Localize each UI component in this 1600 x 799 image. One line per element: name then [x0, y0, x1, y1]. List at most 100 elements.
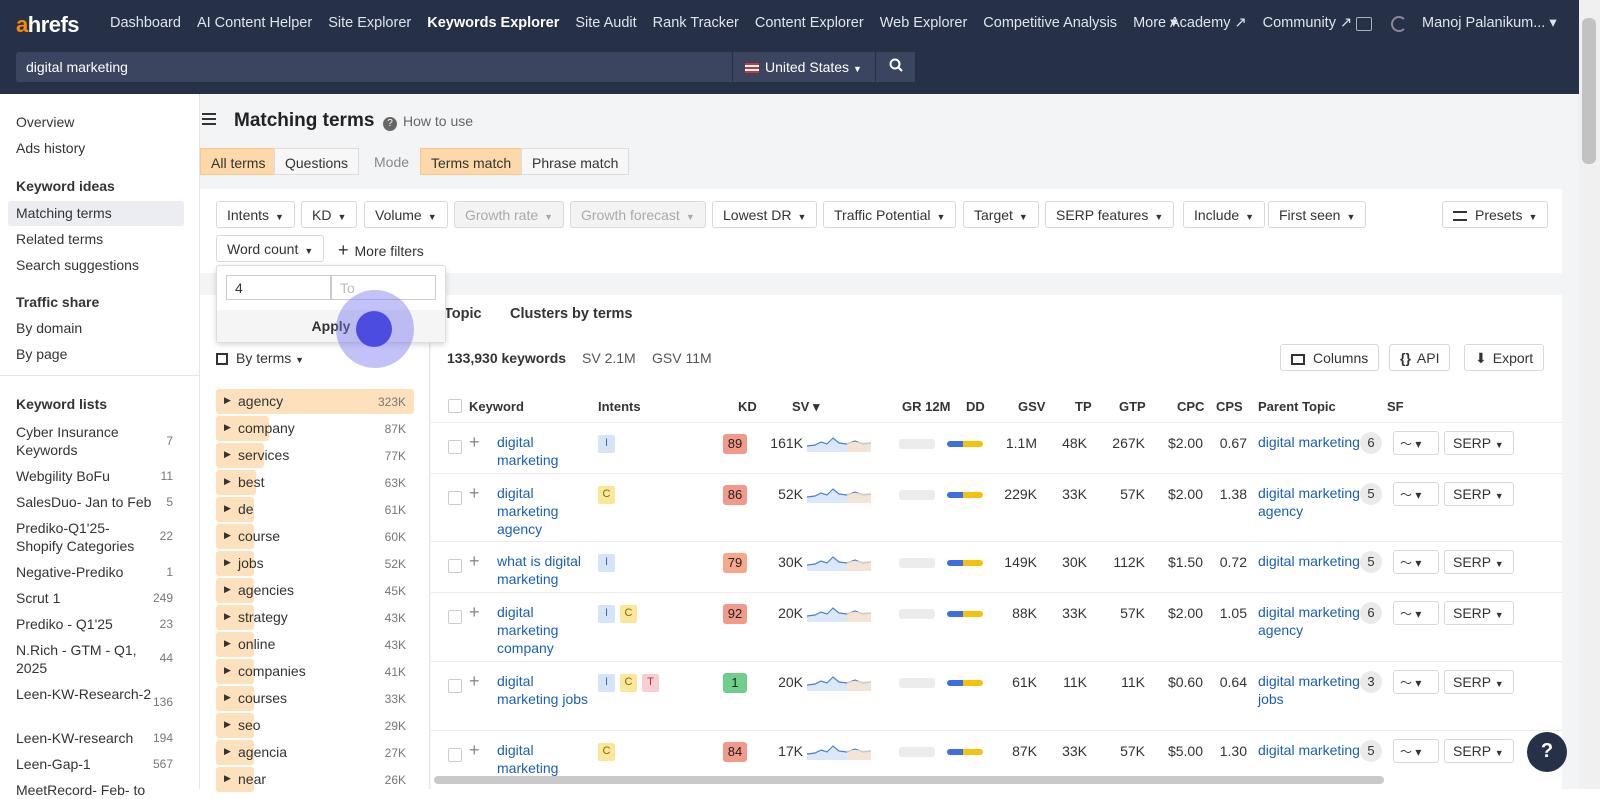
term-item[interactable]: ▶ online 43K — [216, 632, 414, 657]
more-filters-button[interactable]: + More filters — [338, 240, 424, 260]
table-row[interactable]: + digital marketing jobs I C T 1 20K 61K 11K 11K $… — [431, 661, 1562, 730]
search-button[interactable] — [875, 52, 915, 82]
keyword-list-item[interactable]: Webgility BoFu — [16, 468, 110, 484]
expand-triangle-icon[interactable]: ▶ — [224, 638, 231, 648]
help-chat-button[interactable]: ? — [1527, 732, 1567, 772]
col-sv[interactable]: SV ▾ — [792, 399, 820, 414]
keyword-list-item[interactable]: N.Rich - GTM - Q1, 2025 — [16, 642, 137, 676]
serp-features-count[interactable]: 5 — [1360, 551, 1382, 573]
keyword-list-item[interactable]: Scrut 1 — [16, 590, 61, 606]
expand-triangle-icon[interactable]: ▶ — [224, 611, 231, 621]
parent-topic-link[interactable]: digital marketing — [1258, 553, 1360, 569]
term-item[interactable]: ▶ agencia 27K — [216, 740, 414, 765]
col-cpc[interactable]: CPC — [1177, 399, 1205, 414]
keyword-list-item[interactable]: MeetRecord- Feb- to — [16, 782, 146, 798]
table-row[interactable]: + what is digital marketing I 79 30K 149K 30K 1… — [431, 541, 1562, 592]
keyword-link[interactable]: digital marketing — [497, 434, 559, 468]
expand-triangle-icon[interactable]: ▶ — [224, 773, 231, 783]
serp-button[interactable]: SERP ▼ — [1444, 431, 1514, 455]
expand-triangle-icon[interactable]: ▶ — [224, 476, 231, 486]
term-item[interactable]: ▶ services 77K — [216, 443, 414, 468]
add-to-list-icon[interactable]: + — [469, 602, 480, 622]
keyword-link[interactable]: digital marketing company — [497, 604, 559, 656]
row-checkbox[interactable] — [448, 491, 462, 505]
keyword-list-item[interactable]: Leen-KW-research — [16, 730, 134, 746]
sidebar-item-by-domain[interactable]: By domain — [16, 320, 83, 336]
col-gr12m[interactable]: GR 12M — [902, 399, 951, 414]
keyword-list-item[interactable]: Negative-Prediko — [16, 564, 124, 580]
add-to-list-icon[interactable]: + — [469, 671, 480, 691]
col-tp[interactable]: TP — [1075, 399, 1092, 414]
tab-parent-topic[interactable]: Topic — [444, 306, 482, 322]
sidebar-item-overview[interactable]: Overview — [16, 114, 75, 130]
table-row[interactable]: + digital marketing C 84 17K 87K 33K 57K $5.00 1.… — [431, 730, 1562, 790]
col-cps[interactable]: CPS — [1216, 399, 1243, 414]
keyword-link[interactable]: digital marketing jobs — [497, 673, 589, 707]
sidebar-item-search-suggestions[interactable]: Search suggestions — [16, 257, 139, 273]
serp-features-count[interactable]: 5 — [1360, 483, 1382, 505]
keyword-list-item[interactable]: Prediko-Q1'25-Shopify Categories — [16, 520, 135, 554]
expand-triangle-icon[interactable]: ▶ — [224, 503, 231, 513]
term-item[interactable]: ▶ best 63K — [216, 470, 414, 495]
vertical-scrollbar-track[interactable] — [1579, 0, 1600, 789]
serp-button[interactable]: SERP ▼ — [1444, 739, 1514, 763]
nav-content-explorer[interactable]: Content Explorer — [754, 15, 864, 31]
col-keyword[interactable]: Keyword — [469, 399, 524, 414]
col-sf[interactable]: SF — [1387, 399, 1404, 414]
keyword-list-item[interactable]: Leen-KW-Research-2 — [16, 686, 152, 702]
expand-triangle-icon[interactable]: ▶ — [224, 395, 231, 405]
table-row[interactable]: + digital marketing agency C 86 52K 229K 33K 57… — [431, 473, 1562, 541]
serp-features-count[interactable]: 3 — [1360, 671, 1382, 693]
filter-volume[interactable]: Volume ▼ — [364, 201, 448, 228]
keyword-search-input[interactable]: digital marketing — [16, 52, 732, 82]
nav-ai-content-helper[interactable]: AI Content Helper — [196, 15, 313, 31]
term-item[interactable]: ▶ course 60K — [216, 524, 414, 549]
select-all-checkbox[interactable] — [448, 399, 462, 413]
filter-first-seen[interactable]: First seen ▼ — [1268, 201, 1367, 228]
col-kd[interactable]: KD — [738, 399, 757, 414]
filter-include[interactable]: Include ▼ — [1183, 201, 1266, 228]
col-parent-topic[interactable]: Parent Topic — [1258, 399, 1336, 414]
row-checkbox[interactable] — [448, 679, 462, 693]
expand-triangle-icon[interactable]: ▶ — [224, 530, 231, 540]
expand-triangle-icon[interactable]: ▶ — [224, 422, 231, 432]
expand-triangle-icon[interactable]: ▶ — [224, 746, 231, 756]
book-icon[interactable] — [1356, 17, 1372, 31]
parent-topic-link[interactable]: digital marketing agency — [1258, 604, 1360, 638]
parent-topic-link[interactable]: digital marketing jobs — [1258, 673, 1360, 707]
term-item[interactable]: ▶ de 61K — [216, 497, 414, 522]
term-item[interactable]: ▶ seo 29K — [216, 713, 414, 738]
term-item[interactable]: ▶ near 26K — [216, 767, 414, 792]
row-checkbox[interactable] — [448, 559, 462, 573]
nav-site-explorer[interactable]: Site Explorer — [328, 15, 412, 31]
term-item[interactable]: ▶ agency 323K — [216, 389, 414, 414]
keyword-list-item[interactable]: Prediko - Q1'25 — [16, 616, 113, 632]
add-to-list-icon[interactable]: + — [469, 740, 480, 760]
keyword-list-item[interactable]: Cyber Insurance Keywords — [16, 424, 119, 458]
add-to-list-icon[interactable]: + — [469, 551, 480, 571]
nav-site-audit[interactable]: Site Audit — [575, 15, 637, 31]
serp-button[interactable]: SERP ▼ — [1444, 550, 1514, 574]
apply-button[interactable]: Apply — [217, 310, 445, 342]
term-item[interactable]: ▶ agencies 45K — [216, 578, 414, 603]
filter-traffic-potential[interactable]: Traffic Potential ▼ — [823, 201, 957, 228]
country-select[interactable]: United States ▼ — [732, 52, 875, 82]
filter-serp-features[interactable]: SERP features ▼ — [1045, 201, 1175, 228]
vertical-scrollbar-thumb[interactable] — [1582, 18, 1596, 164]
tab-clusters-by-terms[interactable]: Clusters by terms — [510, 306, 633, 322]
add-to-list-icon[interactable]: + — [469, 483, 480, 503]
term-item[interactable]: ▶ companies 41K — [216, 659, 414, 684]
row-checkbox[interactable] — [448, 748, 462, 762]
table-row[interactable]: + digital marketing company I C 92 20K 88K 33K 5… — [431, 592, 1562, 661]
presets-button[interactable]: Presets ▼ — [1442, 201, 1549, 228]
how-to-use-link[interactable]: ? How to use — [383, 113, 473, 131]
serp-button[interactable]: SERP ▼ — [1444, 670, 1514, 694]
word-count-to-input[interactable]: To — [331, 275, 436, 300]
trend-chart-button[interactable]: 〜 ▾ — [1393, 482, 1439, 506]
serp-button[interactable]: SERP ▼ — [1444, 482, 1514, 506]
nav-dashboard[interactable]: Dashboard — [110, 15, 181, 31]
expand-triangle-icon[interactable]: ▶ — [224, 692, 231, 702]
term-item[interactable]: ▶ courses 33K — [216, 686, 414, 711]
trend-chart-button[interactable]: 〜 ▾ — [1393, 739, 1439, 763]
tab-all-terms[interactable]: All terms — [200, 148, 277, 175]
